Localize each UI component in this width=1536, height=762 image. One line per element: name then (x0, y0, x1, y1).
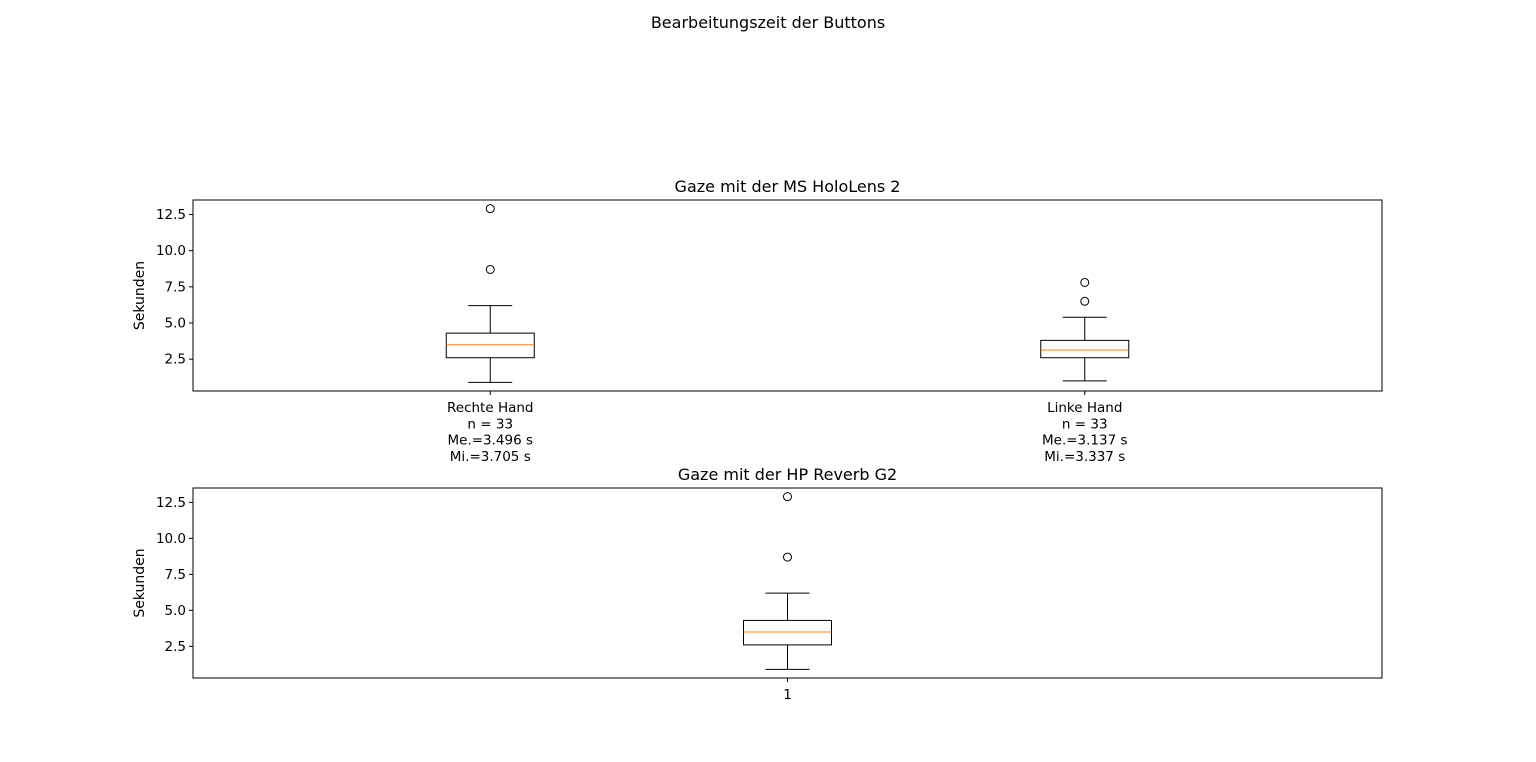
x-tick-label-line: Linke Hand (1047, 400, 1122, 416)
x-tick-label-line: n = 33 (467, 416, 513, 432)
x-tick-label-line: Mi.=3.705 s (450, 449, 531, 465)
x-tick-label: Rechte Hand n = 33 Me.=3.496 s Mi.=3.705 s (447, 400, 534, 465)
y-tick-label: 5.0 (165, 315, 186, 331)
x-tick-label: 1 (783, 687, 792, 703)
y-axis-label: Sekunden (132, 261, 148, 330)
flier-point (1080, 296, 1090, 306)
y-tick-label: 7.5 (165, 567, 186, 583)
figure-suptitle: Bearbeitungszeit der Buttons (651, 13, 885, 32)
box-1 (445, 204, 535, 383)
subplot-1: Gaze mit der MS HoloLens 2 Sekunden 2.5 5.0… (132, 177, 1383, 465)
y-tick-label: 7.5 (165, 279, 186, 295)
box-iqr (1040, 339, 1130, 359)
subplot-title: Gaze mit der HP Reverb G2 (678, 465, 897, 484)
box-1 (743, 492, 832, 670)
subplot-2: Gaze mit der HP Reverb G2 Sekunden 2.5 5.0 7… (132, 465, 1383, 703)
flier-point (485, 264, 495, 274)
y-tick-label: 2.5 (165, 639, 186, 655)
flier-point (1080, 277, 1090, 287)
box-2 (1040, 277, 1130, 382)
x-tick-label: Linke Hand n = 33 Me.=3.137 s Mi.=3.337 s (1042, 400, 1128, 465)
box-iqr (743, 619, 832, 646)
box-iqr (445, 332, 535, 359)
y-tick-label: 12.5 (156, 207, 186, 223)
y-tick-label: 12.5 (156, 495, 186, 511)
x-tick-label-line: Rechte Hand (447, 400, 534, 416)
y-axis-label: Sekunden (132, 548, 148, 617)
y-tick-label: 5.0 (165, 603, 186, 619)
x-tick-label-line: Mi.=3.337 s (1044, 449, 1125, 465)
x-tick-label-line: Me.=3.496 s (447, 433, 533, 449)
axes-frame (192, 487, 1383, 679)
x-tick-label-line: n = 33 (1062, 416, 1108, 432)
x-tick-label-line: Me.=3.137 s (1042, 433, 1128, 449)
x-tick-label-line: 1 (783, 687, 792, 703)
flier-point (783, 492, 792, 502)
y-tick-label: 10.0 (156, 531, 186, 547)
subplots: Gaze mit der MS HoloLens 2 Sekunden 2.5 5.0… (132, 177, 1383, 703)
y-tick-label: 10.0 (156, 243, 186, 259)
flier-point (783, 552, 792, 562)
flier-point (485, 204, 495, 214)
axes-frame (192, 199, 1383, 392)
y-tick-label: 2.5 (165, 352, 186, 368)
subplot-title: Gaze mit der MS HoloLens 2 (675, 177, 901, 196)
